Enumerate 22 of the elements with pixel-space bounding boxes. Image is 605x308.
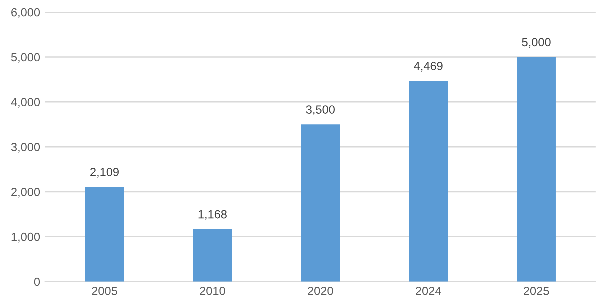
x-tick-label: 2010 [200, 286, 226, 296]
y-tick-label: 5,000 [11, 53, 40, 64]
x-tick-label: 2025 [524, 286, 550, 296]
bar [301, 124, 340, 282]
bar [85, 187, 124, 282]
data-label: 4,469 [414, 62, 443, 72]
y-tick-label: 6,000 [12, 8, 40, 18]
y-tick-label: 1,000 [12, 232, 40, 243]
x-tick-label: 2005 [92, 286, 118, 296]
y-tick-label: 3,000 [11, 143, 40, 153]
bar [193, 229, 232, 282]
data-label: 5,000 [522, 38, 551, 48]
data-label: 2,109 [90, 168, 119, 178]
bar [517, 57, 556, 282]
data-label: 3,500 [306, 106, 335, 116]
x-tick-label: 2024 [416, 286, 442, 296]
y-tick-label: 2,000 [12, 188, 40, 198]
data-label: 1,168 [198, 210, 227, 220]
x-tick-label: 2020 [308, 286, 334, 296]
bar [409, 81, 448, 282]
y-tick-label: 0 [34, 278, 40, 286]
y-tick-label: 4,000 [11, 98, 40, 108]
